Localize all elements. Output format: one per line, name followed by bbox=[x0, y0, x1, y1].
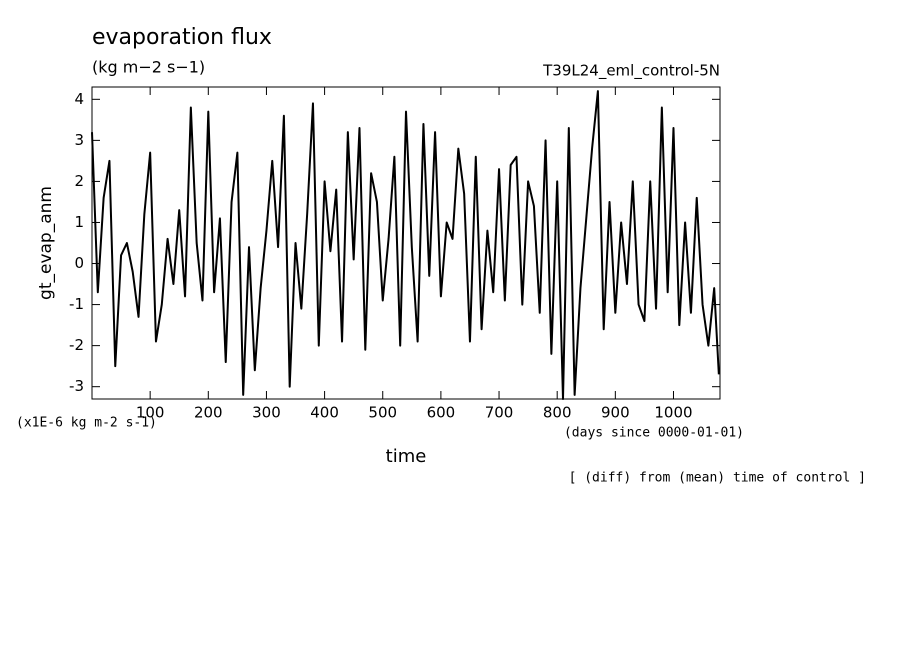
y-tick-label: 0 bbox=[74, 254, 84, 272]
y-unit-label: (x1E-6 kg m-2 s-1) bbox=[16, 416, 157, 431]
x-tick-label: 300 bbox=[252, 404, 281, 422]
data-line bbox=[91, 90, 720, 400]
chart-subtitle: (kg m−2 s−1) bbox=[92, 58, 205, 77]
y-axis-label: gt_evap_anm bbox=[36, 186, 56, 300]
note: [ (diff) from (mean) time of control ] bbox=[569, 471, 866, 486]
x-tick-label: 100 bbox=[136, 404, 165, 422]
run-label: T39L24_eml_control-5N bbox=[542, 62, 720, 81]
y-tick-label: 2 bbox=[74, 172, 84, 190]
x-tick-label: 200 bbox=[194, 404, 223, 422]
x-tick-label: 800 bbox=[543, 404, 572, 422]
y-tick-label: 3 bbox=[74, 131, 84, 149]
y-tick-label: 1 bbox=[74, 213, 84, 231]
chart-title: evaporation flux bbox=[92, 25, 272, 50]
x-tick-label: 400 bbox=[310, 404, 339, 422]
plot-frame bbox=[91, 86, 721, 400]
x-tick-label: 600 bbox=[427, 404, 456, 422]
x-tick-label: 1000 bbox=[654, 404, 692, 422]
x-tick-label: 700 bbox=[485, 404, 514, 422]
x-axis-label: time bbox=[386, 446, 427, 467]
x-tick-label: 900 bbox=[601, 404, 630, 422]
y-tick-label: -3 bbox=[69, 377, 84, 395]
y-tick-label: -1 bbox=[69, 295, 84, 313]
x-tick-label: 500 bbox=[368, 404, 397, 422]
y-tick-label: -2 bbox=[69, 336, 84, 354]
x-unit-label: (days since 0000-01-01) bbox=[564, 426, 744, 441]
y-tick-label: 4 bbox=[74, 90, 84, 108]
